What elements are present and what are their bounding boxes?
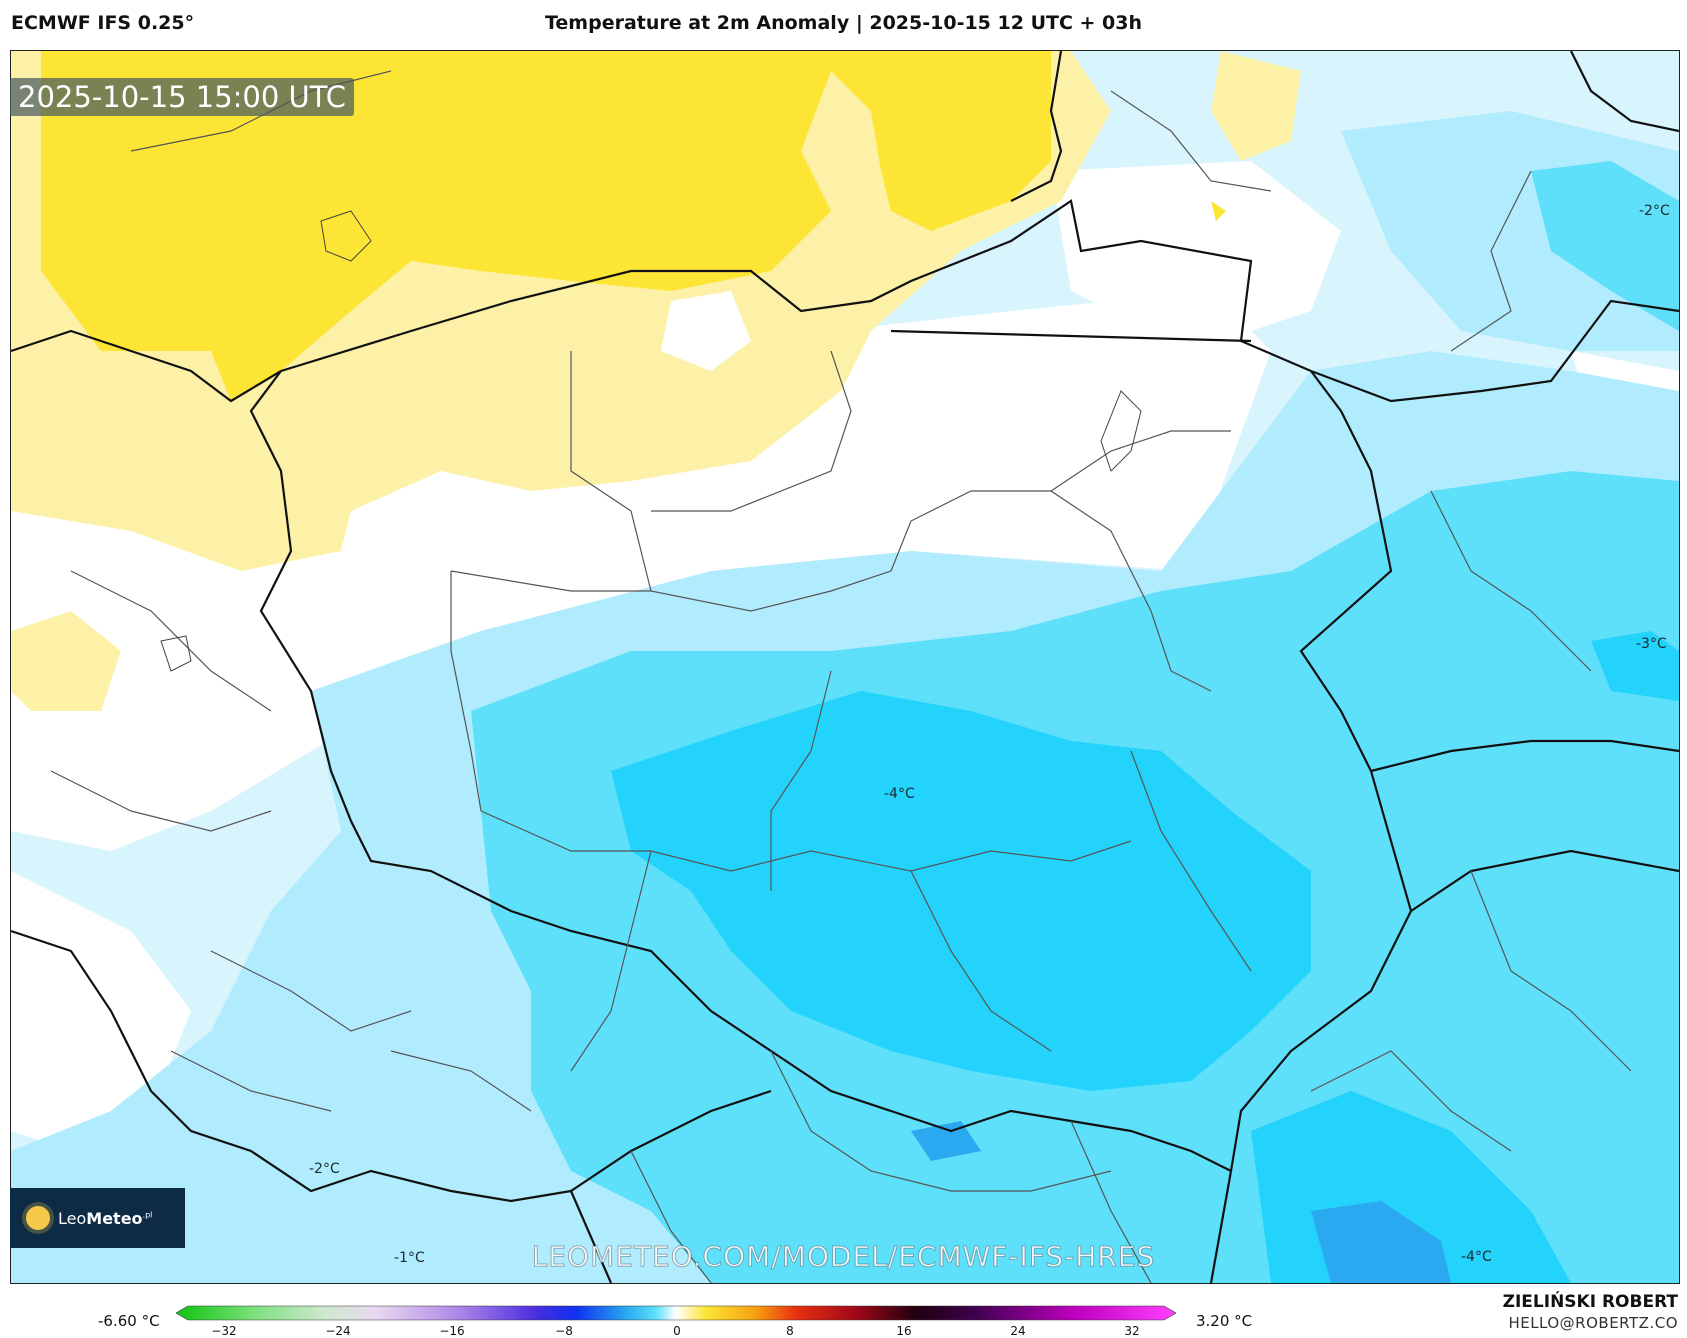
contour-label: -1°C	[394, 1250, 425, 1266]
contour-label: -3°C	[1636, 636, 1667, 652]
weather-map[interactable]: -2°C -3°C -4°C -2°C -1°C -4°C	[10, 50, 1680, 1284]
colorbar-tick: −32	[211, 1324, 237, 1338]
logo-text: LeoMeteo.pl	[58, 1208, 153, 1228]
source-watermark: LEOMETEO.COM/MODEL/ECMWF-IFS-HRES	[531, 1240, 1156, 1274]
colorbar	[176, 1305, 1176, 1321]
author-name: ZIELIŃSKI ROBERT	[1502, 1292, 1678, 1312]
colorbar-tick: 16	[896, 1324, 912, 1338]
leometeo-logo[interactable]: LeoMeteo.pl	[10, 1188, 185, 1248]
author-email[interactable]: HELLO@ROBERTZ.CO	[1508, 1314, 1678, 1332]
contour-label: -2°C	[1639, 203, 1670, 219]
legend-min-label: -6.60 °C	[98, 1312, 160, 1330]
contour-label: -4°C	[884, 786, 915, 802]
legend-max-label: 3.20 °C	[1196, 1312, 1253, 1330]
colorbar-tick: 24	[1010, 1324, 1026, 1338]
colorbar-tick: −16	[439, 1324, 465, 1338]
colorbar-tick: −24	[325, 1324, 351, 1338]
sun-icon	[26, 1206, 50, 1230]
colorbar-tick: 0	[673, 1324, 681, 1338]
colorbar-tick: −8	[555, 1324, 573, 1338]
valid-time-badge: 2025-10-15 15:00 UTC	[10, 78, 355, 116]
map-title: Temperature at 2m Anomaly | 2025-10-15 1…	[544, 12, 1143, 34]
model-title: ECMWF IFS 0.25°	[11, 12, 195, 34]
anomaly-field	[11, 51, 1679, 1283]
contour-label: -4°C	[1461, 1249, 1492, 1265]
contour-label: -2°C	[309, 1161, 340, 1177]
colorbar-tick: 32	[1124, 1324, 1140, 1338]
colorbar-tick: 8	[786, 1324, 794, 1338]
